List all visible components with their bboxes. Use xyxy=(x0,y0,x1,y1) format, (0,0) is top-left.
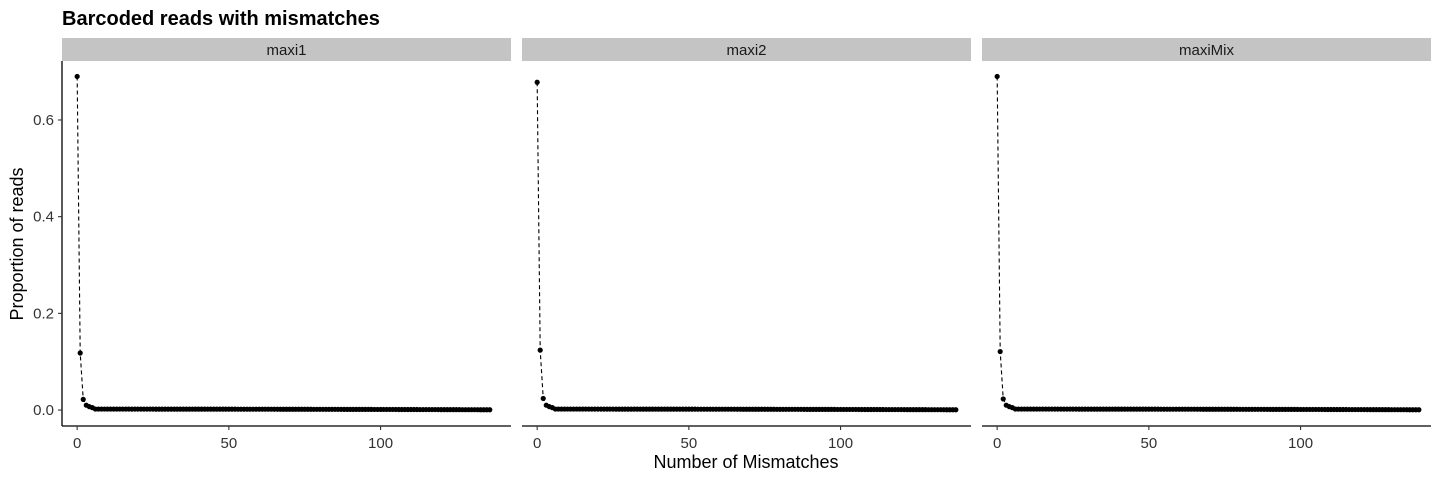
facet-strip xyxy=(982,38,1431,61)
x-tick-label: 100 xyxy=(1288,435,1313,452)
facet-strip-label: maxi2 xyxy=(726,42,766,59)
facet-panel-maxi2: maxi2 0 50 100 xyxy=(522,38,971,452)
x-tick-label: 50 xyxy=(221,435,238,452)
data-point xyxy=(994,73,1000,80)
data-point xyxy=(487,407,493,413)
facet-strip xyxy=(522,38,971,61)
y-axis-title: Proportion of reads xyxy=(7,167,27,320)
x-tick-label: 100 xyxy=(828,435,853,452)
series-line xyxy=(76,76,490,411)
data-point xyxy=(77,350,83,356)
data-point xyxy=(540,395,546,402)
y-tick-label: 0.6 xyxy=(33,112,54,129)
data-point xyxy=(953,407,959,413)
x-tick-label: 0 xyxy=(73,435,81,452)
x-tick-label: 50 xyxy=(681,435,698,452)
data-point xyxy=(74,73,80,80)
y-tick-label: 0.0 xyxy=(33,402,54,419)
data-point xyxy=(534,79,540,85)
data-point xyxy=(1416,407,1422,413)
x-axis-title: Number of Mismatches xyxy=(653,452,838,472)
data-point xyxy=(537,347,543,353)
chart-title: Barcoded reads with mismatches xyxy=(62,8,380,30)
facet-panel-maxi1: maxi1 0.0 0.2 0.4 0.6 0 50 100 xyxy=(33,38,511,452)
x-tick-label: 50 xyxy=(1141,435,1158,452)
series-line xyxy=(996,76,1419,411)
facet-strip-label: maxiMix xyxy=(1179,42,1234,59)
data-point xyxy=(80,396,86,403)
facet-strip-label: maxi1 xyxy=(266,42,306,59)
x-tick-label: 100 xyxy=(368,435,393,452)
x-tick-label: 0 xyxy=(533,435,541,452)
y-tick-label: 0.4 xyxy=(33,209,54,226)
data-point xyxy=(1000,396,1006,402)
series-line xyxy=(536,82,956,411)
data-point xyxy=(997,348,1003,355)
facet-panel-maximix: maxiMix 0 50 100 xyxy=(982,38,1431,452)
facet-strip xyxy=(62,38,511,61)
y-tick-label: 0.2 xyxy=(33,305,54,322)
x-tick-label: 0 xyxy=(993,435,1001,452)
